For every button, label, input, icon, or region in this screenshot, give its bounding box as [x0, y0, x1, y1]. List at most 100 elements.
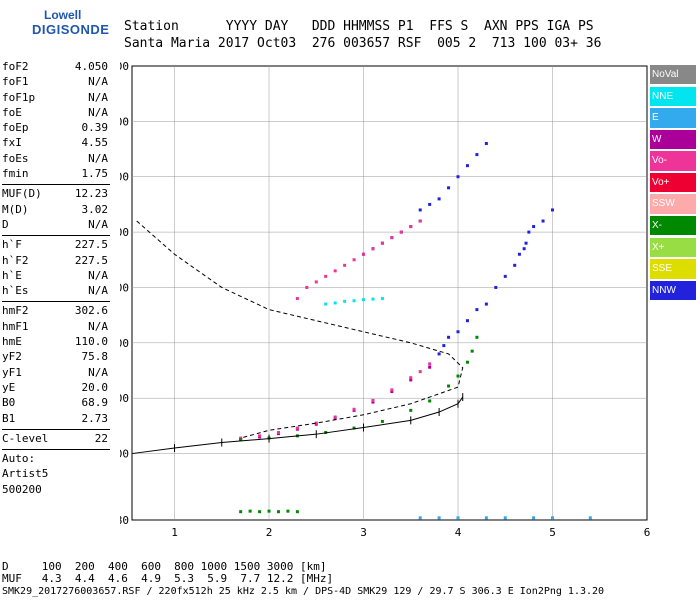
- data-point: [551, 208, 555, 212]
- param-row: B0 68.9: [2, 396, 110, 411]
- data-point: [524, 241, 528, 245]
- param-row: h`F 227.5: [2, 238, 110, 253]
- y-tick-label: 700: [120, 171, 129, 184]
- data-point: [428, 362, 432, 366]
- data-point: [399, 230, 403, 234]
- data-point: [503, 516, 507, 520]
- data-point: [276, 431, 280, 435]
- param-label: fmin: [2, 167, 29, 181]
- separator: [2, 449, 110, 451]
- data-point: [470, 349, 474, 353]
- param-label: yF2: [2, 350, 22, 364]
- param-value: 68.9: [81, 396, 109, 410]
- data-point: [465, 360, 469, 364]
- param-value: N/A: [88, 268, 108, 282]
- data-point: [418, 516, 422, 520]
- data-point: [248, 509, 252, 513]
- density-profile: [136, 220, 464, 439]
- param-label: foF1: [2, 75, 29, 89]
- data-point: [371, 398, 375, 402]
- y-tick-label: 900: [120, 60, 129, 73]
- data-point: [295, 510, 299, 514]
- data-point: [447, 335, 451, 339]
- legend-item: Vo+: [650, 172, 696, 193]
- param-value: 75.8: [81, 350, 109, 364]
- y-tick-label: 300: [120, 392, 129, 405]
- data-point: [517, 252, 521, 256]
- param-row: foEs N/A: [2, 152, 110, 167]
- legend-item: SSE: [650, 259, 696, 279]
- param-label: hmE: [2, 335, 22, 349]
- data-point: [456, 516, 460, 520]
- param-value: 4.050: [74, 60, 108, 73]
- param-row: yE 20.0: [2, 381, 110, 396]
- param-row: h`F2 227.5: [2, 254, 110, 269]
- param-value: N/A: [88, 90, 108, 104]
- param-label: hmF2: [2, 304, 29, 318]
- data-point: [295, 297, 299, 301]
- data-point: [503, 274, 507, 278]
- param-value: 227.5: [74, 253, 108, 267]
- param-value: N/A: [88, 105, 108, 119]
- param-label: yF1: [2, 365, 22, 379]
- param-value: 0.39: [81, 121, 109, 135]
- data-point: [541, 219, 545, 223]
- data-point: [333, 415, 337, 419]
- data-point: [239, 436, 243, 440]
- y-tick-label: 400: [120, 337, 129, 350]
- separator: [2, 235, 110, 237]
- param-label: yE: [2, 380, 16, 394]
- separator: [2, 301, 110, 303]
- param-row: C-level 22: [2, 432, 110, 447]
- param-label: hmF1: [2, 319, 29, 333]
- data-point: [380, 419, 384, 423]
- data-point: [362, 252, 366, 256]
- data-point: [333, 301, 337, 305]
- data-point: [513, 263, 517, 267]
- param-label: h`F2: [2, 253, 29, 267]
- data-point: [267, 509, 271, 513]
- param-row: M(D) 3.02: [2, 203, 110, 218]
- distance-row: D 100 200 400 600 800 1000 1500 3000 [km…: [2, 560, 327, 573]
- data-point: [527, 230, 531, 234]
- data-point: [418, 370, 422, 374]
- auto-line1: Auto:: [2, 452, 36, 466]
- y-tick-label: 80: [120, 514, 129, 527]
- param-value: 110.0: [74, 335, 108, 349]
- legend-item: E: [650, 108, 696, 128]
- param-row: h`E N/A: [2, 269, 110, 284]
- param-label: C-level: [2, 431, 49, 445]
- data-point: [409, 408, 413, 412]
- data-point: [551, 516, 555, 520]
- data-point: [522, 247, 526, 251]
- param-value: 22: [94, 431, 108, 445]
- y-tick-label: 800: [120, 115, 129, 128]
- param-label: foEp: [2, 121, 29, 135]
- muf-row: MUF 4.3 4.4 4.6 4.9 5.3 5.9 7.7 12.2 [MH…: [2, 572, 334, 585]
- x-tick-label: 3: [360, 526, 367, 539]
- data-point: [343, 299, 347, 303]
- param-label: h`Es: [2, 284, 29, 298]
- param-row: yF2 75.8: [2, 350, 110, 365]
- param-value: N/A: [88, 284, 108, 298]
- param-label: MUF(D): [2, 187, 42, 201]
- param-value: 2.73: [81, 411, 109, 425]
- param-row: hmF2 302.6: [2, 304, 110, 319]
- data-point: [428, 202, 432, 206]
- plot-frame: [131, 65, 648, 521]
- data-point: [390, 390, 394, 394]
- data-point: [447, 186, 451, 190]
- param-row: D N/A: [2, 218, 110, 233]
- data-point: [239, 510, 243, 514]
- data-point: [409, 376, 413, 380]
- param-value: N/A: [88, 217, 108, 231]
- data-point: [484, 302, 488, 306]
- data-point: [428, 365, 432, 369]
- header-values: Santa Maria 2017 Oct03 276 003657 RSF 00…: [124, 36, 602, 51]
- legend-item: W: [650, 129, 696, 150]
- legend-item: Vo-: [650, 151, 696, 171]
- param-value: N/A: [88, 151, 108, 165]
- data-point: [343, 263, 347, 267]
- param-label: B1: [2, 411, 16, 425]
- legend-item: NoVal: [650, 65, 696, 85]
